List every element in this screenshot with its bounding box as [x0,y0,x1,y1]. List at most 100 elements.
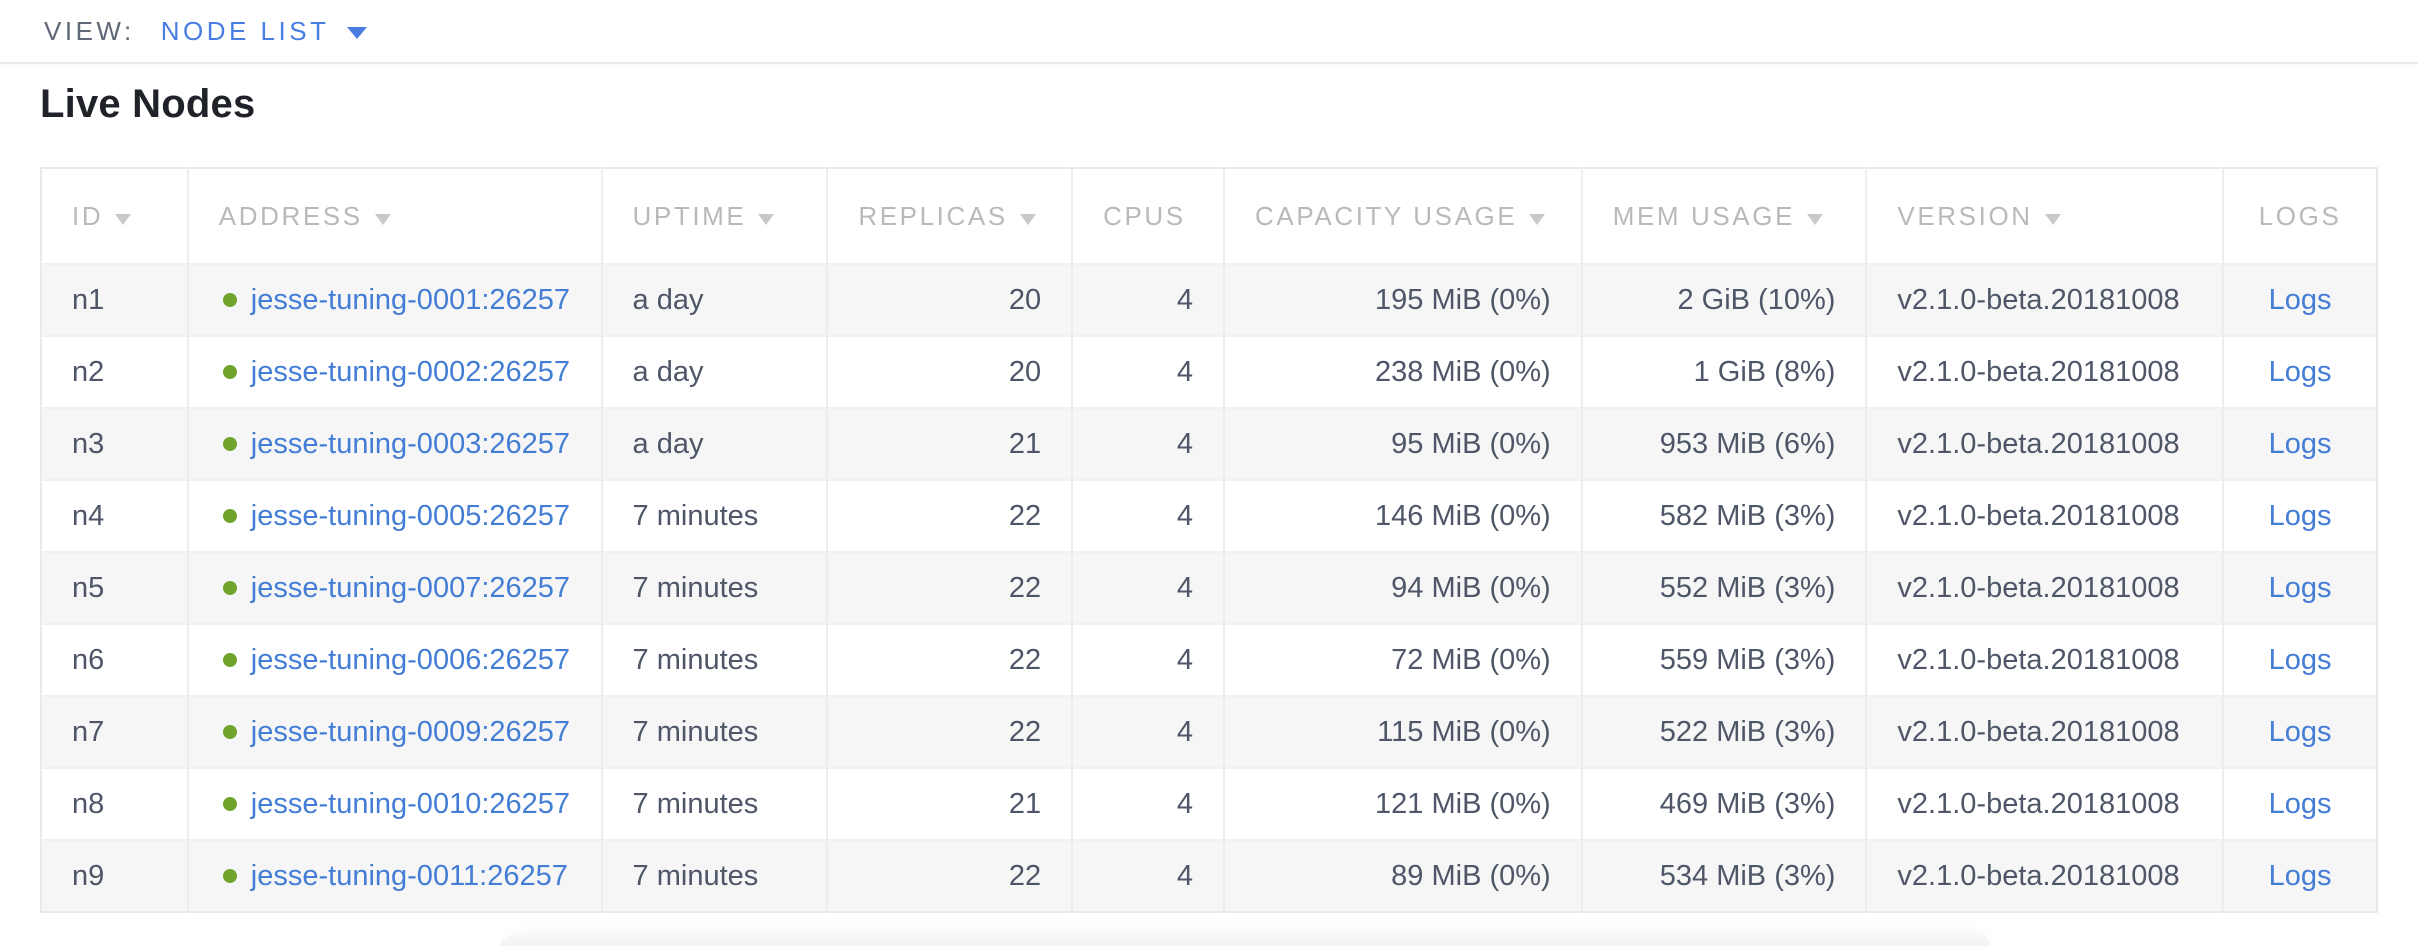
cell-logs: Logs [2223,767,2377,840]
cell-capacity_usage: 89 MiB (0%) [1224,839,1583,912]
cell-mem_usage: 1 GiB (8%) [1581,335,1868,408]
cell-address: jesse-tuning-0009:26257 [187,695,603,768]
cell-capacity_usage: 238 MiB (0%) [1224,335,1583,408]
column-header-label: LOGS [2258,200,2342,231]
node-address-link[interactable]: jesse-tuning-0009:26257 [250,715,571,748]
next-section-peek [500,930,1990,946]
logs-link[interactable]: Logs [2268,355,2332,388]
cell-version: v2.1.0-beta.20181008 [1866,335,2225,408]
table-row: n5 jesse-tuning-0007:26257 7 minutes 22 4 94 … [41,551,2377,624]
cell-mem_usage: 953 MiB (6%) [1581,407,1868,480]
node-address-link[interactable]: jesse-tuning-0011:26257 [250,859,568,892]
logs-link[interactable]: Logs [2268,427,2332,460]
column-header-uptime[interactable]: UPTIME [601,168,829,264]
column-header-replicas[interactable]: REPLICAS [827,168,1074,264]
sort-caret-icon [1529,213,1546,225]
cell-address: jesse-tuning-0011:26257 [187,839,603,912]
column-header-id[interactable]: ID [41,168,189,264]
node-address-link[interactable]: jesse-tuning-0006:26257 [250,643,571,676]
table-row: n9 jesse-tuning-0011:26257 7 minutes 22 4 89 … [41,839,2377,912]
cell-version: v2.1.0-beta.20181008 [1866,479,2225,552]
node-address-link[interactable]: jesse-tuning-0003:26257 [250,427,571,460]
column-header-version[interactable]: VERSION [1866,168,2225,264]
node-status-dot [222,868,237,883]
node-address-link[interactable]: jesse-tuning-0005:26257 [250,499,571,532]
column-header-capacity_usage[interactable]: CAPACITY USAGE [1224,168,1583,264]
node-list-table-wrap: ID ADDRESS UPTIME REPLICAS CPUS CAPACITY USAG… [40,167,2378,913]
column-header-label: REPLICAS [858,200,1008,231]
cell-uptime: 7 minutes [601,551,829,624]
cell-capacity_usage: 94 MiB (0%) [1224,551,1583,624]
live-nodes-section: Live Nodes ID ADDRESS UPTIME REPLICAS CPUS CA… [0,82,2418,913]
logs-link[interactable]: Logs [2268,499,2332,532]
cell-cpus: 4 [1072,839,1226,912]
cell-uptime: 7 minutes [601,479,829,552]
cell-replicas: 22 [827,479,1074,552]
node-status-dot [222,724,237,739]
cell-mem_usage: 2 GiB (10%) [1581,263,1868,336]
logs-link[interactable]: Logs [2268,715,2332,748]
cell-capacity_usage: 72 MiB (0%) [1224,623,1583,696]
cell-replicas: 22 [827,623,1074,696]
cell-id: n3 [41,407,189,480]
cell-cpus: 4 [1072,623,1226,696]
logs-link[interactable]: Logs [2268,787,2332,820]
logs-link[interactable]: Logs [2268,859,2332,892]
node-address-link[interactable]: jesse-tuning-0010:26257 [250,787,571,820]
cell-id: n5 [41,551,189,624]
cell-version: v2.1.0-beta.20181008 [1866,551,2225,624]
column-header-address[interactable]: ADDRESS [187,168,603,264]
table-row: n6 jesse-tuning-0006:26257 7 minutes 22 4 72 … [41,623,2377,696]
cell-id: n8 [41,767,189,840]
cell-version: v2.1.0-beta.20181008 [1866,407,2225,480]
cell-uptime: 7 minutes [601,695,829,768]
cell-capacity_usage: 195 MiB (0%) [1224,263,1583,336]
cell-address: jesse-tuning-0001:26257 [187,263,603,336]
cell-cpus: 4 [1072,767,1226,840]
cell-replicas: 20 [827,263,1074,336]
node-address-link[interactable]: jesse-tuning-0007:26257 [250,571,571,604]
cell-logs: Logs [2223,623,2377,696]
cell-version: v2.1.0-beta.20181008 [1866,695,2225,768]
node-address-link[interactable]: jesse-tuning-0002:26257 [250,355,571,388]
cell-uptime: 7 minutes [601,767,829,840]
cell-id: n1 [41,263,189,336]
cell-version: v2.1.0-beta.20181008 [1866,767,2225,840]
chevron-down-icon [347,26,368,39]
cell-address: jesse-tuning-0002:26257 [187,335,603,408]
column-header-label: CAPACITY USAGE [1255,200,1518,231]
cell-logs: Logs [2223,839,2377,912]
cell-logs: Logs [2223,479,2377,552]
column-header-mem_usage[interactable]: MEM USAGE [1581,168,1868,264]
cell-logs: Logs [2223,263,2377,336]
cell-mem_usage: 559 MiB (3%) [1581,623,1868,696]
logs-link[interactable]: Logs [2268,571,2332,604]
logs-link[interactable]: Logs [2268,643,2332,676]
node-list-table: ID ADDRESS UPTIME REPLICAS CPUS CAPACITY USAG… [40,167,2378,913]
view-label: VIEW: [44,15,135,46]
cell-id: n2 [41,335,189,408]
cell-uptime: a day [601,407,829,480]
cell-address: jesse-tuning-0007:26257 [187,551,603,624]
cell-capacity_usage: 95 MiB (0%) [1224,407,1583,480]
cell-uptime: a day [601,263,829,336]
column-header-label: CPUS [1103,200,1186,231]
cell-uptime: a day [601,335,829,408]
cell-cpus: 4 [1072,263,1226,336]
cell-uptime: 7 minutes [601,623,829,696]
cell-replicas: 21 [827,767,1074,840]
column-header-label: ADDRESS [218,200,363,231]
view-bar: VIEW: NODE LIST [0,0,2418,64]
cell-mem_usage: 582 MiB (3%) [1581,479,1868,552]
cell-replicas: 20 [827,335,1074,408]
node-address-link[interactable]: jesse-tuning-0001:26257 [250,283,571,316]
logs-link[interactable]: Logs [2268,283,2332,316]
cell-logs: Logs [2223,407,2377,480]
column-header-label: VERSION [1897,200,2033,231]
cell-replicas: 22 [827,839,1074,912]
column-header-logs: LOGS [2223,168,2377,264]
cell-address: jesse-tuning-0006:26257 [187,623,603,696]
cell-cpus: 4 [1072,695,1226,768]
table-row: n3 jesse-tuning-0003:26257 a day 21 4 95 MiB … [41,407,2377,480]
view-selector-dropdown[interactable]: NODE LIST [161,16,368,47]
